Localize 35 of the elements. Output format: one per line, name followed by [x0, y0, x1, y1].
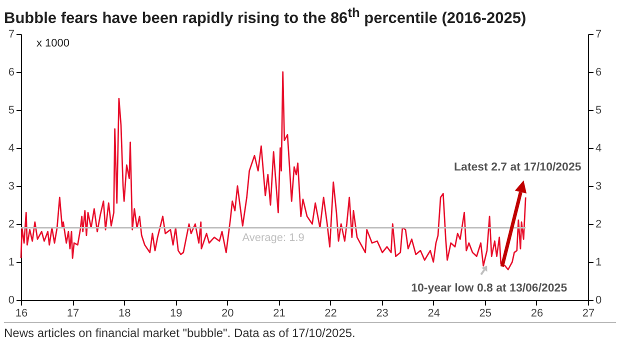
- y2-tick-label: 1: [596, 256, 602, 268]
- annotation: 10-year low 0.8 at 13/06/2025: [411, 282, 568, 295]
- y2-tick-label: 3: [596, 180, 602, 192]
- y-tick-label: 5: [8, 104, 14, 116]
- ref-line-label: Average: 1.9: [242, 232, 304, 244]
- annotation: Latest 2.7 at 17/10/2025: [454, 161, 582, 174]
- x-tick-label: 21: [273, 308, 286, 320]
- y2-tick-label: 6: [596, 66, 602, 78]
- y-tick-label: 7: [8, 28, 14, 40]
- y-tick-label: 1: [8, 256, 14, 268]
- y2-tick-label: 4: [596, 142, 602, 154]
- x-tick-label: 24: [428, 308, 440, 320]
- line-series: [20, 71, 526, 270]
- y-axis-title: x 1000: [36, 38, 70, 50]
- x-tick-label: 26: [530, 308, 544, 320]
- text: News articles on financial market "bubble". Data as of 17/10/2025.: [4, 322, 616, 340]
- y-tick-label: 3: [8, 180, 14, 192]
- x-tick-label: 17: [66, 308, 80, 320]
- x-tick-label: 19: [170, 308, 182, 320]
- y2-tick-label: 7: [596, 28, 602, 40]
- x-tick-label: 27: [582, 308, 595, 320]
- y-tick-label: 6: [8, 66, 14, 78]
- chart-title: Bubble fears have been rapidly rising to the 86$^{th}$ percentile (2016-2025): [4, 5, 526, 28]
- x-tick-label: 16: [15, 308, 28, 320]
- y2-tick-label: 5: [596, 104, 602, 116]
- y2-tick-label: 0: [596, 294, 602, 306]
- y2-tick-label: 2: [596, 218, 602, 230]
- y-tick-label: 0: [8, 294, 14, 306]
- x-tick-label: 22: [324, 308, 337, 320]
- x-tick-label: 25: [479, 308, 492, 320]
- y-tick-label: 2: [8, 218, 14, 230]
- x-tick-label: 18: [118, 308, 131, 320]
- y-tick-label: 4: [8, 142, 14, 154]
- x-tick-label: 23: [376, 308, 388, 320]
- x-tick-label: 20: [222, 308, 234, 320]
